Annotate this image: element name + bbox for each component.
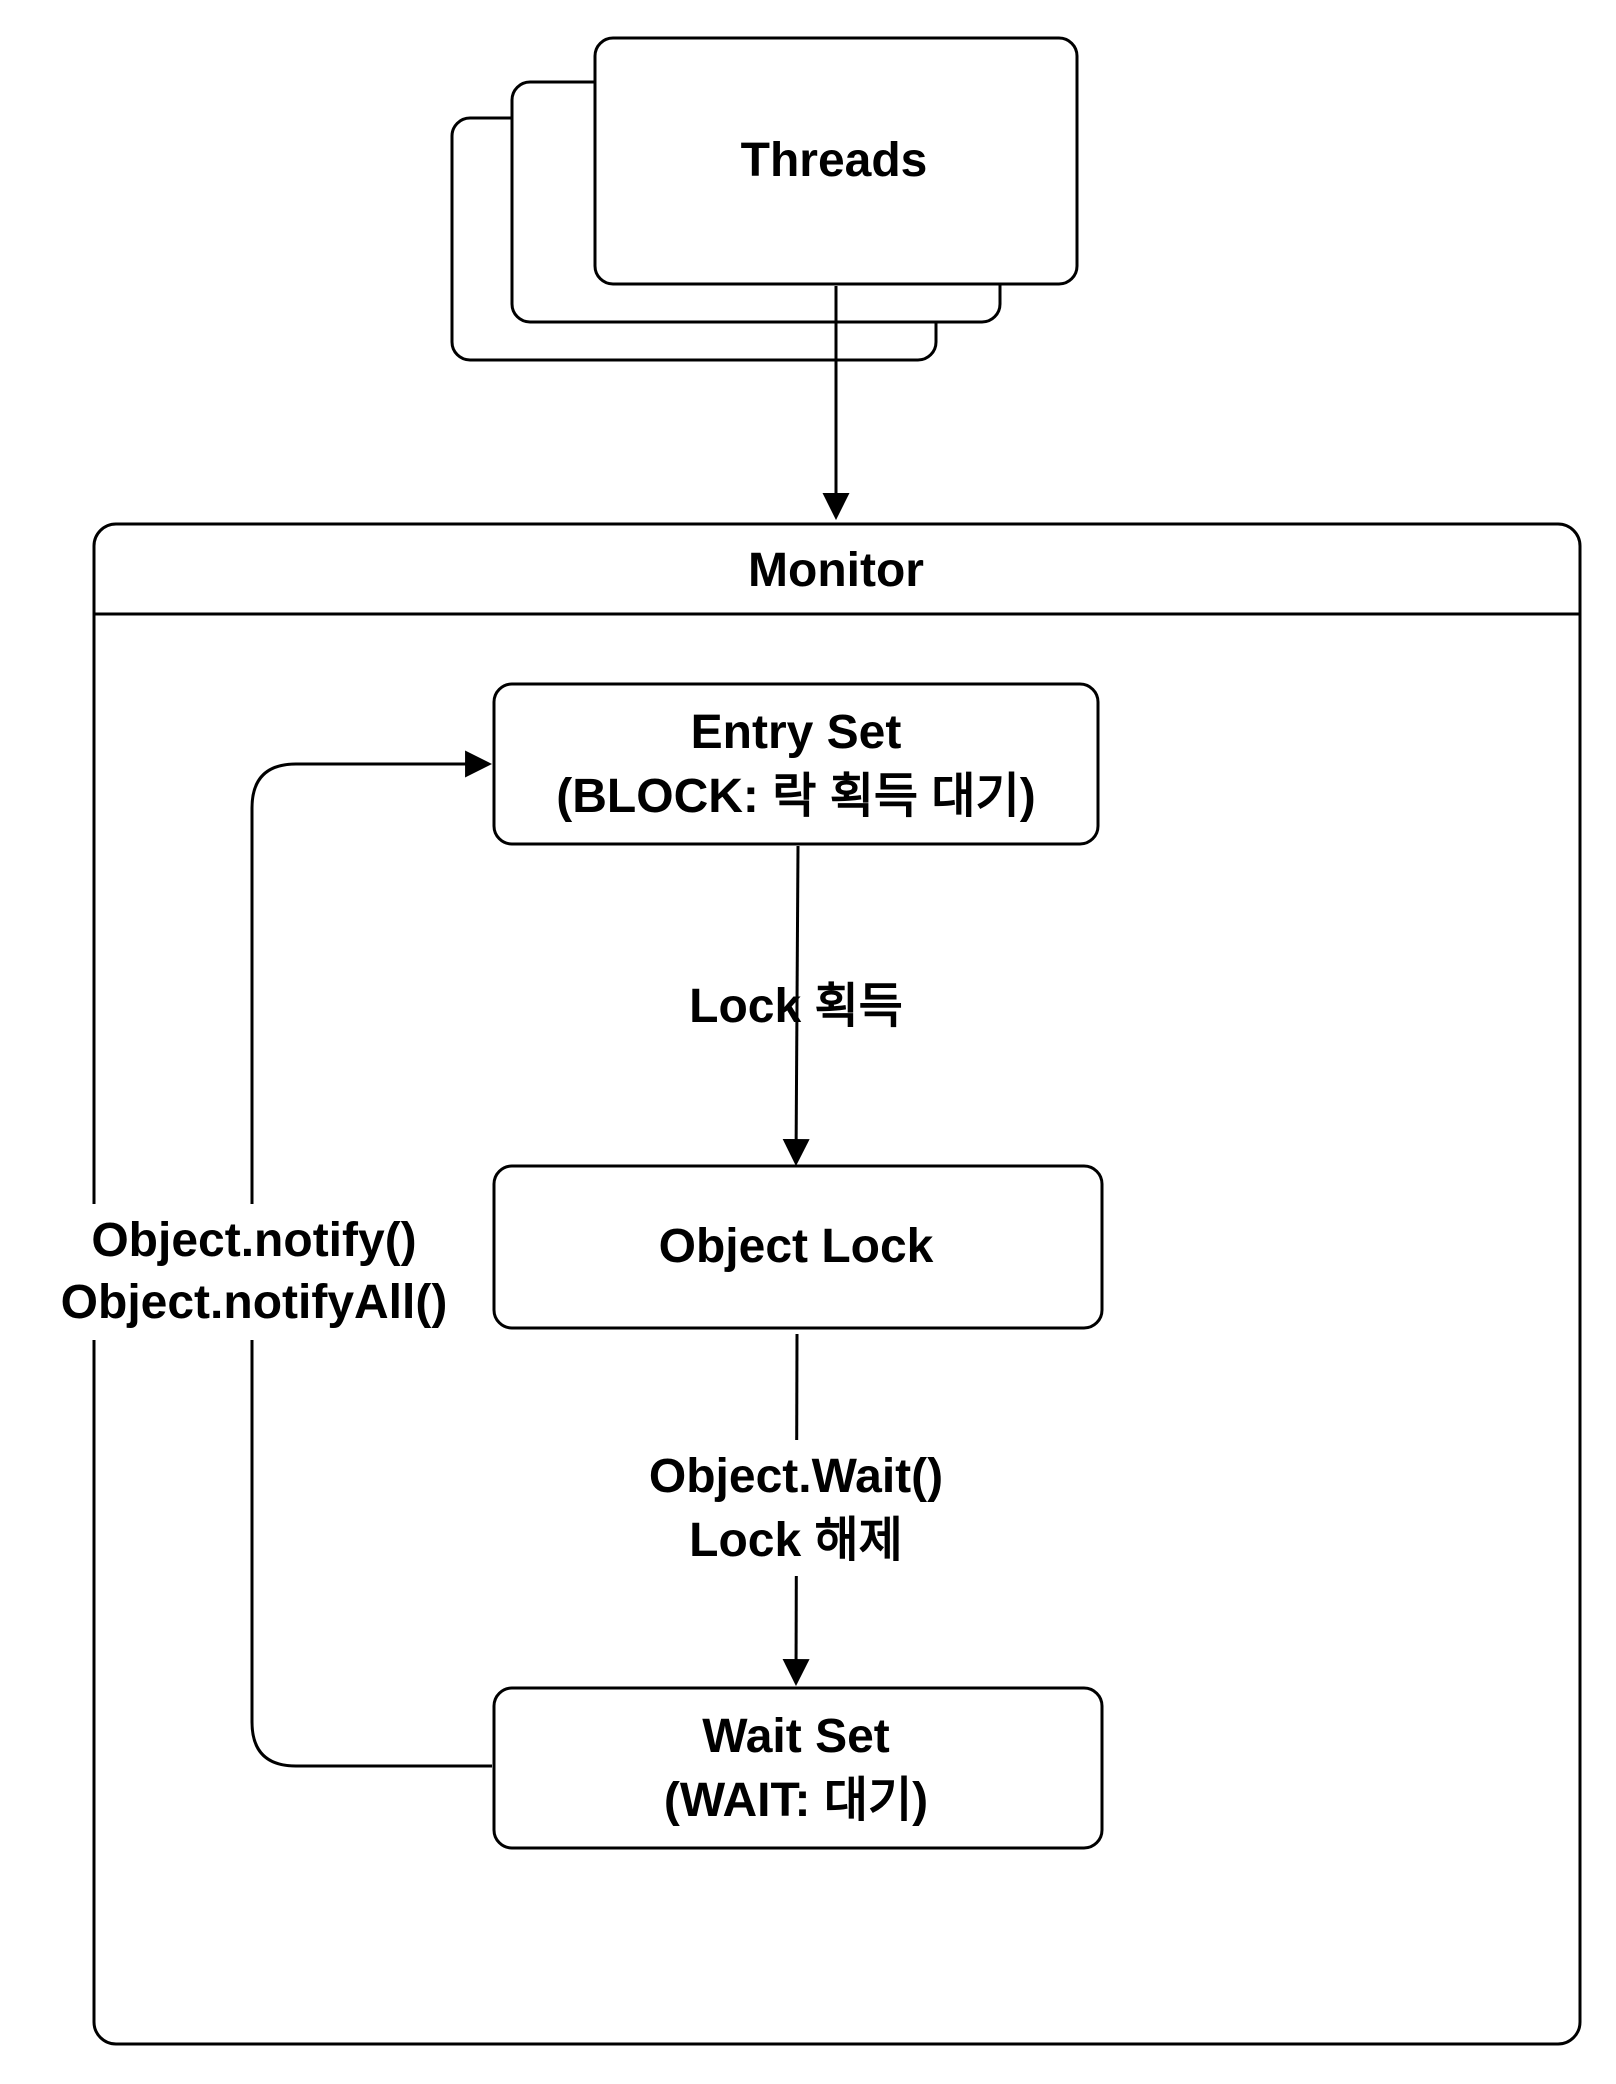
threads-stack	[450, 36, 1079, 362]
wait-release-label-bg	[628, 1440, 964, 1576]
notify-label-line2: Object.notifyAll()	[61, 1276, 448, 1329]
notify-label-line1: Object.notify()	[91, 1214, 416, 1267]
wait-set-node	[492, 1686, 1104, 1850]
wait-release-label-line2: Lock 해제	[689, 1514, 903, 1567]
wait-set-subtitle: (WAIT: 대기)	[664, 1774, 928, 1827]
wait-set-title: Wait Set	[702, 1710, 890, 1763]
object-lock-label: Object Lock	[659, 1220, 934, 1273]
entry-set-title: Entry Set	[691, 706, 902, 759]
threads-label: Threads	[741, 134, 928, 187]
monitor-title: Monitor	[748, 544, 924, 597]
entry-set-subtitle: (BLOCK: 락 획득 대기)	[556, 770, 1035, 823]
entry-set-node	[492, 682, 1100, 846]
lock-acquire-label: Lock 획득	[689, 980, 903, 1033]
thread-card-front	[593, 36, 1079, 286]
wait-release-label-line1: Object.Wait()	[649, 1450, 943, 1503]
entry-to-lock-arrow	[782, 845, 810, 1167]
object-lock-node	[492, 1164, 1104, 1330]
notify-label-bg	[44, 1204, 464, 1340]
